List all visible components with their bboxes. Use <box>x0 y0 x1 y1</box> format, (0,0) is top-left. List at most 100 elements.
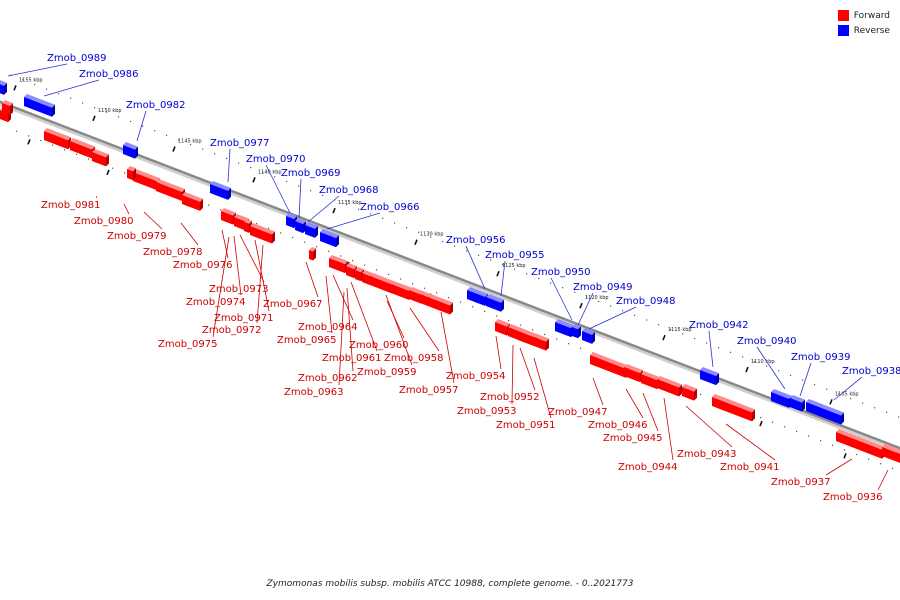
gene-side-face <box>4 82 7 95</box>
gene-label-Zmob_0954: Zmob_0954 <box>446 371 506 382</box>
minor-tick-dot <box>790 374 792 377</box>
gene-Zmob_0941 <box>712 394 755 422</box>
gene-front-face <box>806 402 841 425</box>
reverse-swatch <box>837 25 849 36</box>
gene-label-Zmob_0938: Zmob_0938 <box>842 366 900 377</box>
gene-top-face <box>2 100 13 107</box>
gene-label-Zmob_0969: Zmob_0969 <box>281 168 341 179</box>
gene-top-face <box>641 371 660 381</box>
leader-line <box>799 362 812 397</box>
leader-line <box>550 277 573 321</box>
gene-front-face <box>700 370 716 386</box>
gene-label-Zmob_0978: Zmob_0978 <box>143 247 203 258</box>
gene-label-Zmob_0948: Zmob_0948 <box>616 296 676 307</box>
minor-tick-dot <box>118 116 120 118</box>
gene-side-face <box>336 235 339 248</box>
minor-tick-dot <box>340 255 342 257</box>
gene-side-face <box>200 198 203 211</box>
gene-Zmob_0942 <box>700 367 719 386</box>
legend: Forward Reverse <box>837 8 890 38</box>
figure-caption: Zymomonas mobilis subsp. mobilis ATCC 10… <box>266 579 634 589</box>
tick-label: 1135 kbp <box>338 200 362 206</box>
leader-line <box>332 274 354 321</box>
gene-top-face <box>467 287 488 297</box>
legend-label-reverse: Reverse <box>853 25 890 36</box>
tick-label: 1105 kbp <box>835 391 859 397</box>
minor-tick-dot <box>352 259 354 262</box>
leader-line <box>305 261 319 298</box>
minor-tick-dot <box>574 291 576 293</box>
gene-top-face <box>44 128 71 141</box>
gene-side-face <box>52 104 55 117</box>
gene-side-face <box>716 373 719 386</box>
gene-top-face <box>572 324 581 330</box>
leader-line <box>180 222 199 246</box>
gene-top-face <box>70 138 95 150</box>
minor-tick-dot <box>454 245 456 247</box>
minor-tick-dot <box>400 278 402 280</box>
gene-top-face <box>486 294 504 303</box>
gene-label-Zmob_0960: Zmob_0960 <box>349 340 409 351</box>
minor-tick-dot <box>568 343 570 345</box>
gene-top-face <box>590 352 629 369</box>
gene-front-face <box>495 322 507 336</box>
minor-tick-dot <box>94 107 96 109</box>
backbone-line <box>0 100 900 450</box>
minor-tick-dot <box>484 310 486 312</box>
gene-top-face <box>508 324 523 332</box>
gene-Zmob_0975 <box>250 223 275 244</box>
gene-top-face <box>286 213 297 220</box>
minor-tick-dot <box>706 342 708 344</box>
minor-tick-dot <box>472 306 474 308</box>
leader-line <box>409 307 440 352</box>
gene-Zmob_0948 <box>582 328 595 344</box>
minor-tick-dot <box>832 444 834 446</box>
gene-front-face <box>790 398 802 412</box>
gene-Zmob_0973 <box>182 192 203 211</box>
gene-Zmob_0955 <box>486 294 504 312</box>
minor-tick-dot <box>850 397 852 400</box>
gene-side-face <box>272 231 275 244</box>
minor-tick-dot <box>514 268 516 270</box>
gene-side-face <box>228 187 231 200</box>
minor-tick-dot <box>280 232 282 234</box>
gene-front-face <box>362 273 370 286</box>
leader-line <box>143 211 163 230</box>
minor-tick-dot <box>742 356 744 358</box>
minor-tick-dot <box>772 421 774 423</box>
leader-line <box>385 294 413 366</box>
major-tick <box>92 115 96 122</box>
minor-tick-dot <box>424 287 426 289</box>
gene-top-face <box>305 222 318 229</box>
gene-top-face <box>320 229 339 239</box>
minor-tick-dot <box>760 416 762 419</box>
minor-tick-dot <box>658 324 660 326</box>
gene-front-face <box>641 374 657 390</box>
gene-label-Zmob_0986: Zmob_0986 <box>79 69 139 80</box>
leader-line <box>123 203 130 215</box>
minor-tick-dot <box>262 171 264 173</box>
gene-Zmob_0989 <box>0 80 7 95</box>
gene-top-face <box>582 328 595 335</box>
gene-side-face <box>450 302 453 315</box>
gene-top-face <box>244 219 252 224</box>
gene-label-Zmob_0980: Zmob_0980 <box>74 216 134 227</box>
gene-label-Zmob_0937: Zmob_0937 <box>771 477 831 488</box>
gene-Zmob_0943 <box>682 384 697 401</box>
gene-label-Zmob_0947: Zmob_0947 <box>548 407 608 418</box>
major-tick <box>579 302 583 309</box>
minor-tick-dot <box>556 338 558 340</box>
gene-labels: Zmob_0989 Zmob_0986 Zmob_0982 Zmob_0977 Zmob… <box>7 53 900 503</box>
minor-tick-dot <box>580 347 582 349</box>
gene-top-face <box>92 149 109 158</box>
gene-label-Zmob_0936: Zmob_0936 <box>823 492 883 503</box>
gene-front-face <box>518 331 534 347</box>
gene-top-face <box>420 291 453 306</box>
gene-side-face <box>578 326 581 339</box>
gene-top-face <box>127 166 136 172</box>
gene-label-Zmob_0963: Zmob_0963 <box>284 387 344 398</box>
leader-line <box>265 164 291 214</box>
gene-side-face <box>135 146 138 159</box>
minor-tick-dot <box>82 102 84 104</box>
leader-line <box>346 287 354 372</box>
